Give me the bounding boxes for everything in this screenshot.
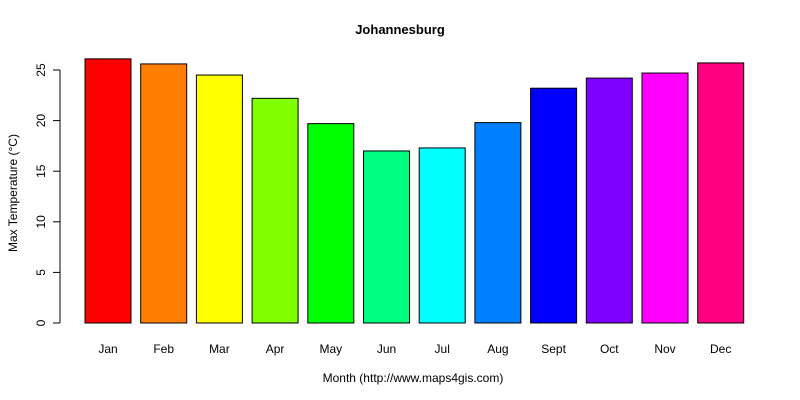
bar-oct [585,77,633,324]
x-axis-label: Month (http://www.maps4gis.com) [322,371,504,385]
y-axis-label: Max Temperature (°C) [6,134,20,252]
x-tick-label: May [319,342,342,356]
x-tick-label: Oct [600,342,619,356]
chart-title: Johannesburg [355,22,445,37]
x-tick-label: Jun [377,342,396,356]
bar-apr [251,97,299,324]
y-tick-label: 5 [34,269,48,276]
x-tick-labels: Jan Feb Mar Apr May Jun Jul Aug Sept Oct Nov Dec [98,342,731,356]
bar-aug [474,122,522,324]
x-tick-label: Apr [266,342,285,356]
x-tick-label: Nov [654,342,675,356]
bar-jan [84,58,132,324]
bar-mar [195,74,243,324]
bars [84,58,745,324]
y-tick-label: 0 [34,319,48,326]
x-tick-label: Mar [209,342,230,356]
bar-jun [363,150,410,324]
bar-dec [697,62,745,324]
x-tick-label: Jul [435,342,450,356]
y-tick-label: 10 [34,215,48,229]
x-tick-label: Feb [153,342,174,356]
x-tick-label: Dec [710,342,731,356]
x-tick-label: Aug [487,342,508,356]
bar-may [307,123,355,324]
y-tick-label: 25 [34,63,48,77]
bar-feb [140,63,188,324]
bar-jul [418,147,466,324]
y-tick-label: 20 [34,114,48,128]
y-axis: 0 5 10 15 20 25 [34,63,61,326]
bar-nov [641,72,689,324]
y-tick-label: 15 [34,164,48,178]
x-tick-label: Jan [98,342,117,356]
x-tick-label: Sept [541,342,566,356]
bar-sept [530,87,578,324]
